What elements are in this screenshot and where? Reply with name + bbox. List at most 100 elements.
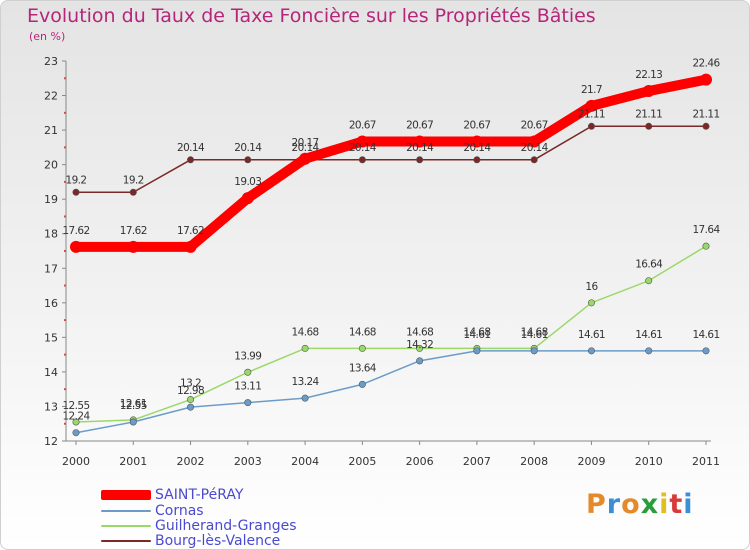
legend-label-guilherand-granges: Guilherand-Granges — [155, 518, 297, 534]
x-tick-label: 2007 — [463, 455, 491, 468]
data-point-3-0 — [72, 188, 80, 196]
data-point-0-10 — [642, 85, 655, 98]
data-point-1-2 — [187, 403, 195, 411]
data-label-0-3: 19.03 — [234, 176, 261, 188]
data-label-3-1: 19.2 — [123, 174, 144, 186]
y-tick-label: 19 — [44, 193, 58, 206]
data-point-0-3 — [241, 192, 254, 205]
data-label-0-8: 20.67 — [521, 119, 548, 131]
series-line-3 — [75, 125, 707, 194]
data-point-1-1 — [129, 418, 137, 426]
legend-label-bourg-les-valence: Bourg-lès-Valence — [155, 533, 281, 549]
data-point-2-6 — [416, 344, 424, 352]
data-point-2-3 — [244, 368, 252, 376]
data-label-3-2: 20.14 — [177, 142, 205, 154]
data-label-1-8: 14.61 — [521, 329, 548, 341]
data-label-2-4: 14.68 — [292, 326, 319, 338]
data-label-0-11: 22.46 — [692, 58, 720, 70]
data-point-1-8 — [530, 347, 538, 355]
data-point-0-8 — [528, 135, 541, 148]
x-tick-label: 2006 — [406, 455, 434, 468]
y-tick-label: 18 — [44, 228, 58, 241]
data-label-1-4: 13.24 — [292, 376, 320, 388]
data-point-0-7 — [470, 135, 483, 148]
data-label-1-2: 12.98 — [177, 385, 204, 397]
data-point-0-11 — [700, 73, 712, 86]
data-point-2-4 — [301, 344, 309, 352]
y-tick-label: 17 — [44, 262, 58, 275]
legend-swatch-guilherand-granges — [101, 525, 151, 527]
data-label-2-1: 12.61 — [120, 398, 147, 410]
y-minor-tick — [64, 180, 66, 183]
data-point-1-9 — [587, 347, 595, 355]
data-point-2-10 — [645, 277, 653, 285]
data-point-0-6 — [413, 135, 426, 148]
data-label-2-9: 16 — [585, 281, 598, 293]
series-line-0 — [71, 74, 711, 252]
data-point-2-0 — [72, 418, 80, 426]
data-label-0-9: 21.7 — [581, 84, 602, 96]
data-point-0-5 — [356, 135, 369, 148]
y-tick-label: 13 — [44, 400, 58, 413]
data-label-1-7: 14.61 — [463, 329, 490, 341]
y-minor-tick — [64, 111, 66, 114]
y-tick-label: 23 — [44, 55, 58, 68]
data-point-3-7 — [473, 156, 481, 164]
y-minor-tick — [64, 250, 66, 252]
chart-subtitle: (en %) — [29, 30, 66, 43]
y-minor-tick — [64, 388, 66, 391]
data-point-3-5 — [358, 156, 366, 164]
chart-title: Evolution du Taux de Taxe Foncière sur l… — [27, 5, 596, 27]
y-minor-tick — [64, 284, 66, 287]
data-label-3-6: 20.14 — [406, 142, 434, 154]
x-tick-label: 2002 — [177, 455, 205, 468]
data-label-3-0: 19.2 — [66, 174, 87, 186]
x-tick-label: 2010 — [635, 455, 663, 468]
y-tick-label: 14 — [44, 366, 58, 379]
data-point-0-4 — [299, 152, 312, 165]
series-line-1 — [75, 350, 707, 434]
y-tick-label: 12 — [44, 435, 58, 448]
data-label-2-0: 12.55 — [62, 400, 89, 412]
data-label-2-6: 14.68 — [406, 326, 433, 338]
data-point-2-11 — [702, 242, 710, 250]
data-label-1-6: 14.32 — [406, 339, 433, 351]
y-minor-tick — [64, 215, 66, 218]
data-point-3-9 — [587, 122, 595, 130]
data-label-1-3: 13.11 — [234, 381, 261, 393]
y-minor-tick — [64, 319, 66, 322]
data-label-2-8: 14.68 — [521, 326, 548, 338]
data-label-0-1: 17.62 — [120, 225, 147, 237]
data-label-1-10: 14.61 — [635, 329, 662, 341]
data-label-1-9: 14.61 — [578, 329, 605, 341]
data-point-1-10 — [645, 347, 653, 355]
data-point-0-2 — [184, 240, 197, 253]
y-tick-label: 22 — [44, 90, 58, 103]
data-label-0-0: 17.62 — [62, 225, 89, 237]
y-tick-label: 21 — [44, 124, 58, 137]
x-tick-label: 2008 — [520, 455, 548, 468]
x-tick-label: 2000 — [62, 455, 90, 468]
data-label-1-11: 14.61 — [692, 329, 719, 341]
x-tick-label: 2011 — [692, 455, 720, 468]
data-label-0-6: 20.67 — [406, 119, 433, 131]
proxiti-logo: Proxiti — [586, 489, 694, 520]
data-label-1-5: 13.64 — [349, 362, 377, 374]
data-point-1-11 — [702, 347, 710, 355]
data-point-2-5 — [358, 344, 366, 352]
data-point-1-0 — [72, 429, 80, 437]
data-point-3-10 — [645, 122, 653, 130]
data-label-3-3: 20.14 — [234, 142, 262, 154]
data-point-1-4 — [301, 394, 309, 402]
y-tick-label: 16 — [44, 297, 58, 310]
x-tick-label: 2005 — [348, 455, 376, 468]
legend-swatch-bourg-les-valence — [101, 540, 151, 542]
data-point-2-9 — [587, 299, 595, 307]
data-label-0-10: 22.13 — [635, 69, 662, 81]
data-label-3-4: 20.14 — [292, 142, 320, 154]
y-tick-label: 15 — [44, 331, 58, 344]
legend-label-saint-peray: SAINT-PéRAY — [155, 487, 244, 503]
data-point-3-8 — [530, 156, 538, 164]
data-label-2-2: 13.2 — [180, 378, 201, 390]
